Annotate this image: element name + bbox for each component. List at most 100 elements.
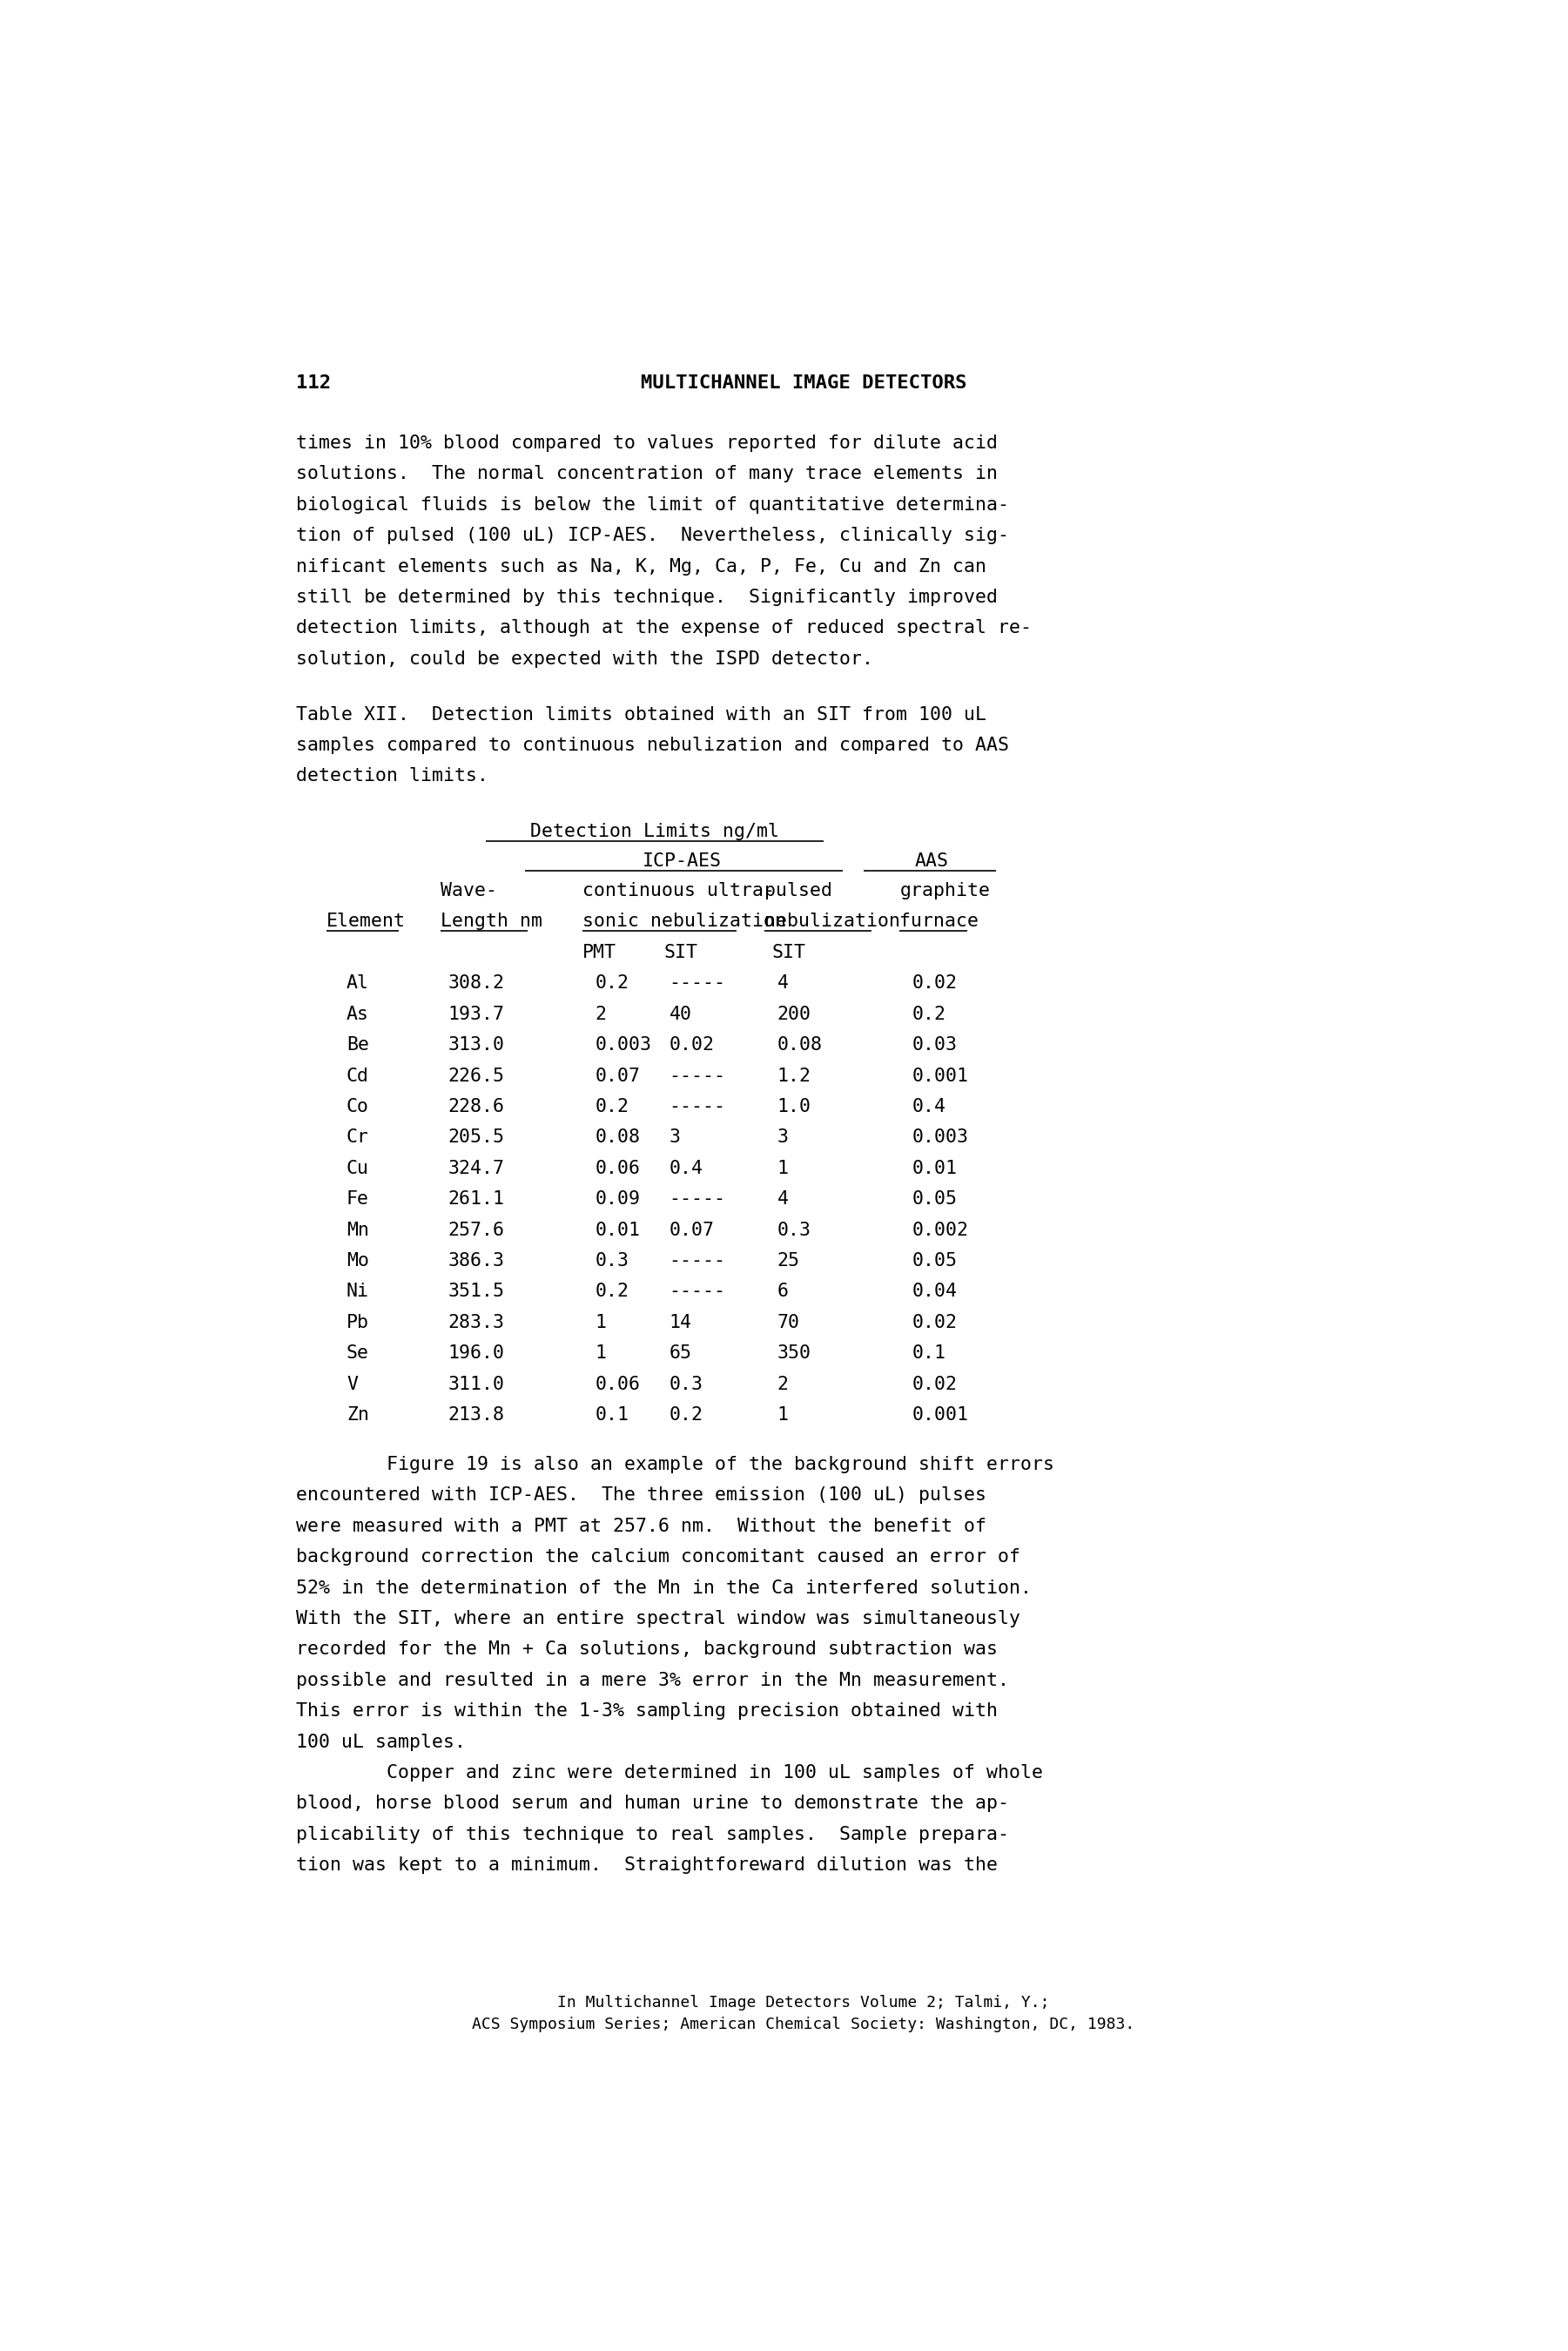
Text: 261.1: 261.1	[448, 1190, 505, 1208]
Text: 1.2: 1.2	[778, 1067, 811, 1084]
Text: 0.02: 0.02	[670, 1037, 715, 1053]
Text: nebulization: nebulization	[765, 912, 900, 931]
Text: 0.03: 0.03	[913, 1037, 956, 1053]
Text: detection limits, although at the expense of reduced spectral re-: detection limits, although at the expens…	[296, 621, 1032, 637]
Text: Wave-: Wave-	[441, 882, 497, 900]
Text: 4: 4	[778, 976, 789, 992]
Text: 0.08: 0.08	[594, 1128, 640, 1147]
Text: 14: 14	[670, 1314, 691, 1331]
Text: 52% in the determination of the Mn in the Ca interfered solution.: 52% in the determination of the Mn in th…	[296, 1580, 1032, 1596]
Text: recorded for the Mn + Ca solutions, background subtraction was: recorded for the Mn + Ca solutions, back…	[296, 1641, 997, 1657]
Text: MULTICHANNEL IMAGE DETECTORS: MULTICHANNEL IMAGE DETECTORS	[641, 374, 966, 393]
Text: 1.0: 1.0	[778, 1098, 811, 1114]
Text: times in 10% blood compared to values reported for dilute acid: times in 10% blood compared to values re…	[296, 435, 997, 451]
Text: 0.06: 0.06	[594, 1159, 640, 1178]
Text: 311.0: 311.0	[448, 1375, 505, 1392]
Text: Zn: Zn	[347, 1406, 368, 1425]
Text: In Multichannel Image Detectors Volume 2; Talmi, Y.;: In Multichannel Image Detectors Volume 2…	[558, 1996, 1049, 2010]
Text: SIT: SIT	[663, 943, 698, 962]
Text: 205.5: 205.5	[448, 1128, 505, 1147]
Text: 40: 40	[670, 1006, 691, 1023]
Text: 0.06: 0.06	[594, 1375, 640, 1392]
Text: 65: 65	[670, 1345, 691, 1361]
Text: Pb: Pb	[347, 1314, 368, 1331]
Text: pulsed: pulsed	[765, 882, 833, 900]
Text: Copper and zinc were determined in 100 uL samples of whole: Copper and zinc were determined in 100 u…	[296, 1763, 1043, 1782]
Text: ACS Symposium Series; American Chemical Society: Washington, DC, 1983.: ACS Symposium Series; American Chemical …	[472, 2017, 1135, 2031]
Text: 0.4: 0.4	[913, 1098, 946, 1114]
Text: possible and resulted in a mere 3% error in the Mn measurement.: possible and resulted in a mere 3% error…	[296, 1672, 1008, 1688]
Text: 0.1: 0.1	[913, 1345, 946, 1361]
Text: 0.001: 0.001	[913, 1067, 969, 1084]
Text: Se: Se	[347, 1345, 368, 1361]
Text: 0.002: 0.002	[913, 1220, 969, 1239]
Text: Element: Element	[326, 912, 406, 931]
Text: 193.7: 193.7	[448, 1006, 505, 1023]
Text: Be: Be	[347, 1037, 368, 1053]
Text: 0.2: 0.2	[670, 1406, 702, 1425]
Text: tion was kept to a minimum.  Straightforeward dilution was the: tion was kept to a minimum. Straightfore…	[296, 1857, 997, 1874]
Text: 0.08: 0.08	[778, 1037, 822, 1053]
Text: 70: 70	[778, 1314, 800, 1331]
Text: AAS: AAS	[914, 853, 949, 870]
Text: Cr: Cr	[347, 1128, 368, 1147]
Text: were measured with a PMT at 257.6 nm.  Without the benefit of: were measured with a PMT at 257.6 nm. Wi…	[296, 1516, 986, 1535]
Text: Figure 19 is also an example of the background shift errors: Figure 19 is also an example of the back…	[296, 1455, 1054, 1474]
Text: 0.2: 0.2	[594, 976, 629, 992]
Text: 196.0: 196.0	[448, 1345, 505, 1361]
Text: Co: Co	[347, 1098, 368, 1114]
Text: 1: 1	[594, 1314, 607, 1331]
Text: 0.05: 0.05	[913, 1190, 956, 1208]
Text: encountered with ICP-AES.  The three emission (100 uL) pulses: encountered with ICP-AES. The three emis…	[296, 1486, 986, 1505]
Text: 0.2: 0.2	[594, 1284, 629, 1300]
Text: 0.02: 0.02	[913, 1314, 956, 1331]
Text: Mo: Mo	[347, 1253, 368, 1270]
Text: 100 uL samples.: 100 uL samples.	[296, 1733, 466, 1751]
Text: SIT: SIT	[771, 943, 806, 962]
Text: plicability of this technique to real samples.  Sample prepara-: plicability of this technique to real sa…	[296, 1827, 1008, 1843]
Text: -----: -----	[670, 1253, 726, 1270]
Text: Fe: Fe	[347, 1190, 368, 1208]
Text: 283.3: 283.3	[448, 1314, 505, 1331]
Text: 0.09: 0.09	[594, 1190, 640, 1208]
Text: continuous ultra-: continuous ultra-	[583, 882, 775, 900]
Text: 0.003: 0.003	[913, 1128, 969, 1147]
Text: As: As	[347, 1006, 368, 1023]
Text: 0.2: 0.2	[913, 1006, 946, 1023]
Text: ICP-AES: ICP-AES	[643, 853, 721, 870]
Text: tion of pulsed (100 uL) ICP-AES.  Nevertheless, clinically sig-: tion of pulsed (100 uL) ICP-AES. Neverth…	[296, 527, 1008, 545]
Text: graphite: graphite	[900, 882, 991, 900]
Text: 0.3: 0.3	[594, 1253, 629, 1270]
Text: Cd: Cd	[347, 1067, 368, 1084]
Text: 1: 1	[594, 1345, 607, 1361]
Text: Al: Al	[347, 976, 368, 992]
Text: 228.6: 228.6	[448, 1098, 505, 1114]
Text: 0.003: 0.003	[594, 1037, 651, 1053]
Text: 0.2: 0.2	[594, 1098, 629, 1114]
Text: This error is within the 1-3% sampling precision obtained with: This error is within the 1-3% sampling p…	[296, 1702, 997, 1721]
Text: 3: 3	[778, 1128, 789, 1147]
Text: 3: 3	[670, 1128, 681, 1147]
Text: 25: 25	[778, 1253, 800, 1270]
Text: Table XII.  Detection limits obtained with an SIT from 100 uL: Table XII. Detection limits obtained wit…	[296, 705, 986, 724]
Text: Length nm: Length nm	[441, 912, 543, 931]
Text: 2: 2	[778, 1375, 789, 1392]
Text: 257.6: 257.6	[448, 1220, 505, 1239]
Text: 313.0: 313.0	[448, 1037, 505, 1053]
Text: 1: 1	[778, 1406, 789, 1425]
Text: Ni: Ni	[347, 1284, 368, 1300]
Text: 0.3: 0.3	[778, 1220, 811, 1239]
Text: Cu: Cu	[347, 1159, 368, 1178]
Text: -----: -----	[670, 1284, 726, 1300]
Text: -----: -----	[670, 1190, 726, 1208]
Text: biological fluids is below the limit of quantitative determina-: biological fluids is below the limit of …	[296, 496, 1008, 513]
Text: 0.07: 0.07	[594, 1067, 640, 1084]
Text: 112: 112	[296, 374, 331, 393]
Text: 4: 4	[778, 1190, 789, 1208]
Text: furnace: furnace	[900, 912, 978, 931]
Text: 200: 200	[778, 1006, 811, 1023]
Text: 0.02: 0.02	[913, 976, 956, 992]
Text: solution, could be expected with the ISPD detector.: solution, could be expected with the ISP…	[296, 651, 873, 668]
Text: 308.2: 308.2	[448, 976, 505, 992]
Text: still be determined by this technique.  Significantly improved: still be determined by this technique. S…	[296, 588, 997, 607]
